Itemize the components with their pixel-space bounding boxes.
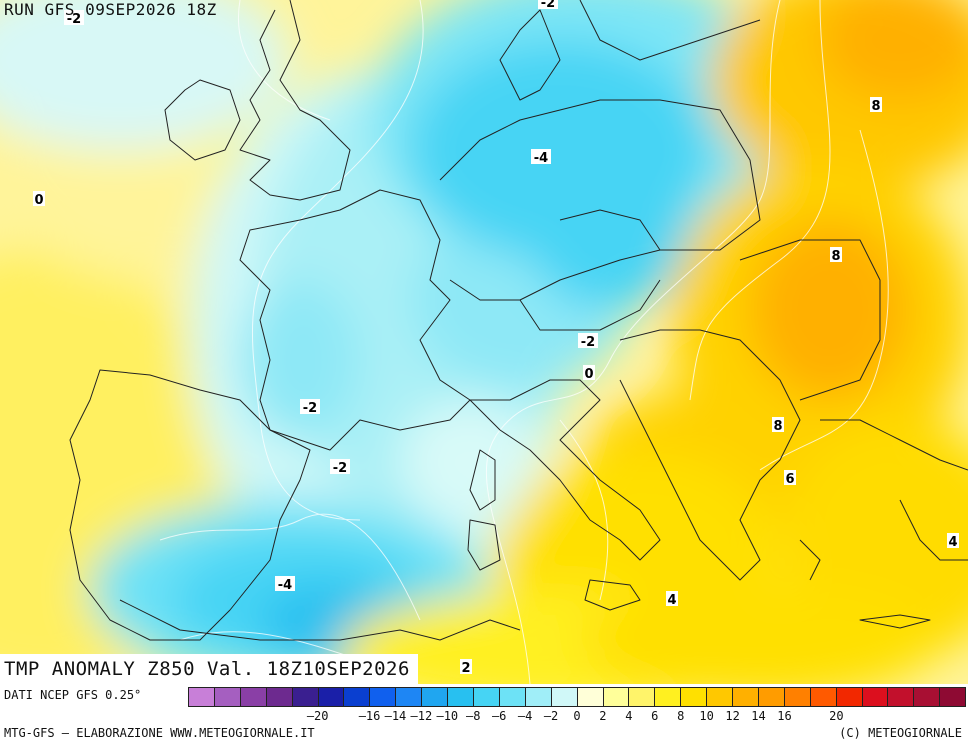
color-scale-tick: –10: [436, 709, 459, 723]
isotherm-label: -4: [275, 576, 295, 593]
isotherm-label-text: -2: [581, 335, 595, 350]
isotherm-label-text: -2: [333, 461, 347, 476]
color-swatch: [396, 688, 423, 706]
color-swatch: [577, 688, 604, 706]
color-scale-tick: 4: [625, 709, 633, 723]
color-scale: [188, 687, 966, 707]
run-label: RUN GFS 09SEP2026 18Z: [4, 0, 217, 19]
isotherm-lines: [159, 0, 889, 684]
isotherm-label-text: 4: [667, 593, 676, 608]
isotherm-label: 4: [666, 591, 678, 608]
isotherm-label-text: 0: [34, 193, 43, 208]
color-swatch: [214, 688, 241, 706]
copyright-label: (C) METEOGIORNALE: [839, 726, 962, 740]
color-swatch: [189, 688, 215, 706]
color-swatch: [836, 688, 863, 706]
isotherm-label-text: 6: [785, 472, 794, 487]
color-swatch: [240, 688, 267, 706]
color-scale-tick: 12: [725, 709, 740, 723]
color-scale-tick: 8: [677, 709, 685, 723]
anomaly-map: -2 -2 0 -4 8 8 -2 0 -2 8 -2 6 4 -4 4 2 RUN GFS 09SEP202…: [0, 0, 968, 684]
color-swatch: [448, 688, 474, 706]
isotherm-label: 8: [870, 97, 882, 114]
color-scale-tick: –4: [517, 709, 533, 723]
color-swatch: [914, 688, 941, 706]
isotherm-label-text: -2: [303, 401, 317, 416]
elaboration-label: MTG-GFS – ELABORAZIONE WWW.METEOGIORNALE…: [4, 726, 315, 740]
color-swatch: [422, 688, 449, 706]
temperature-field: [0, 0, 968, 684]
color-scale-ticks: –20 –16 –14 –12 –10 –8 –6 –4 –2 0 2 4 6 8 10 12 14 16 20: [188, 709, 966, 725]
color-swatch: [784, 688, 811, 706]
color-scale-tick: 16: [777, 709, 792, 723]
isotherm-label-text: 8: [831, 249, 840, 264]
color-swatch: [629, 688, 656, 706]
isotherm-label: 6: [784, 470, 796, 487]
isotherm-label: -2: [64, 10, 84, 27]
isotherm-label: -2: [538, 0, 558, 11]
color-swatch: [525, 688, 552, 706]
isotherm-label: 0: [33, 191, 45, 208]
color-scale-tick: –12: [410, 709, 433, 723]
color-swatch: [551, 688, 578, 706]
color-scale-tick: 14: [751, 709, 766, 723]
color-swatch: [499, 688, 526, 706]
isotherm-label-text: -2: [541, 0, 555, 11]
color-scale-tick: 2: [599, 709, 607, 723]
color-swatch: [862, 688, 889, 706]
color-scale-tick: –14: [384, 709, 407, 723]
color-swatch: [603, 688, 630, 706]
isotherm-label: -2: [300, 399, 320, 416]
isotherm-label: 4: [947, 533, 959, 550]
isotherm-label: 2: [460, 659, 472, 676]
isotherm-label-text: 4: [948, 535, 957, 550]
color-swatch: [940, 688, 966, 706]
color-scale-tick: –6: [491, 709, 507, 723]
color-swatch: [733, 688, 759, 706]
isotherm-label-text: -4: [278, 578, 292, 593]
color-scale-tick: –8: [466, 709, 481, 723]
isotherm-label: -2: [330, 459, 350, 476]
map-title: TMP ANOMALY Z850 Val. 18Z10SEP2026: [0, 654, 418, 684]
isotherm-label: 8: [772, 417, 784, 434]
legend-footer: DATI NCEP GFS 0.25° –20 –16 –14 –12 –10 –8 –6–…: [0, 684, 968, 745]
isotherm-labels: -2 -2 0 -4 8 8 -2 0 -2 8 -2 6 4 -4 4 2: [33, 0, 959, 676]
color-swatch: [473, 688, 500, 706]
color-swatch: [292, 688, 319, 706]
color-scale-tick: –20: [306, 709, 329, 723]
isotherm-label-text: -2: [67, 12, 81, 27]
color-swatch: [318, 688, 345, 706]
isotherm-label-text: 0: [584, 367, 593, 382]
color-swatch: [810, 688, 837, 706]
color-scale-tick: 20: [829, 709, 844, 723]
color-swatch: [266, 688, 293, 706]
isotherm-label-text: 2: [461, 661, 470, 676]
color-scale-tick: 0: [573, 709, 581, 723]
color-scale-tick: 10: [699, 709, 714, 723]
color-swatch: [655, 688, 682, 706]
isotherm-label: 8: [830, 247, 842, 264]
color-swatch: [758, 688, 785, 706]
map-canvas: -2 -2 0 -4 8 8 -2 0 -2 8 -2 6 4 -4 4 2: [0, 0, 968, 684]
color-swatch: [888, 688, 915, 706]
color-swatch: [370, 688, 397, 706]
coastlines: [69, 0, 968, 641]
color-swatch: [344, 688, 371, 706]
isotherm-label: 0: [583, 365, 595, 382]
isotherm-label-text: 8: [871, 99, 880, 114]
isotherm-label-text: 8: [773, 419, 782, 434]
color-scale-tick: –16: [358, 709, 381, 723]
color-swatch: [707, 688, 734, 706]
color-scale-tick: 6: [651, 709, 659, 723]
isotherm-label: -4: [531, 149, 551, 166]
color-scale-tick: –2: [543, 709, 559, 723]
color-swatch: [681, 688, 708, 706]
isotherm-label: -2: [578, 333, 598, 350]
isotherm-label-text: -4: [534, 151, 548, 166]
data-source-label: DATI NCEP GFS 0.25°: [4, 688, 142, 702]
